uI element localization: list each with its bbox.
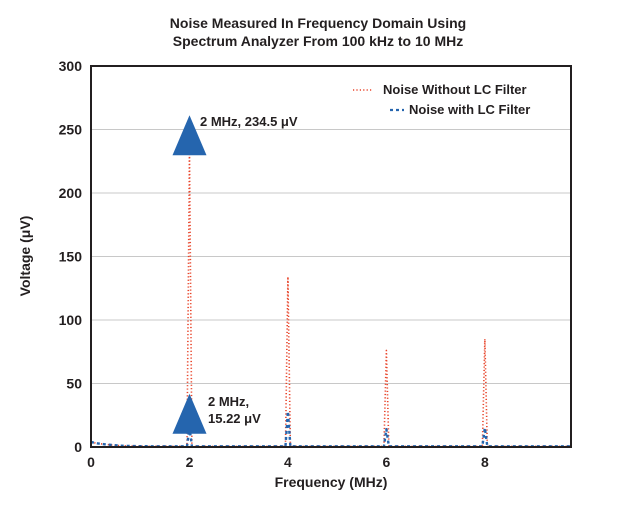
x-tick-label-0: 0 [87,454,95,470]
triangle-marker-peak-with-filter [172,393,207,434]
chart-title-line-1: Noise Measured In Frequency Domain Using [170,15,466,31]
y-tick-label-100: 100 [59,312,83,328]
annotation-label-peak-with-filter-line-1: 2 MHz, [208,394,249,409]
y-tick-label-250: 250 [59,122,83,138]
annotations-group [172,115,207,434]
y-tick-label-200: 200 [59,185,83,201]
y-tick-label-300: 300 [59,58,83,74]
legend: Noise Without LC Filter Noise with LC Fi… [353,82,530,117]
x-tick-label-2: 2 [186,454,194,470]
y-axis-label: Voltage (μV) [17,216,33,297]
triangle-marker-peak-without-filter [172,115,207,156]
legend-label-with-filter: Noise with LC Filter [409,102,530,117]
annotation-label-peak-without-filter: 2 MHz, 234.5 μV [200,114,298,129]
y-tick-label-150: 150 [59,249,83,265]
legend-label-without-filter: Noise Without LC Filter [383,82,527,97]
x-axis-label: Frequency (MHz) [275,474,388,490]
y-tick-label-0: 0 [74,439,82,455]
y-tick-labels: 0 50 100 150 200 250 300 [59,58,83,455]
plot-frame [90,65,572,448]
y-tick-label-50: 50 [66,376,82,392]
series-line-with-filter [90,410,571,448]
chart-title-line-2: Spectrum Analyzer From 100 kHz to 10 MHz [173,33,463,49]
x-tick-label-6: 6 [382,454,390,470]
x-tick-labels: 0 2 4 6 8 [87,454,489,470]
x-tick-label-4: 4 [284,454,292,470]
series-line-without-filter [90,148,571,448]
annotation-label-peak-with-filter-line-2: 15.22 μV [208,411,261,426]
series-group [90,148,571,448]
x-tick-label-8: 8 [481,454,489,470]
gridlines [91,129,571,384]
